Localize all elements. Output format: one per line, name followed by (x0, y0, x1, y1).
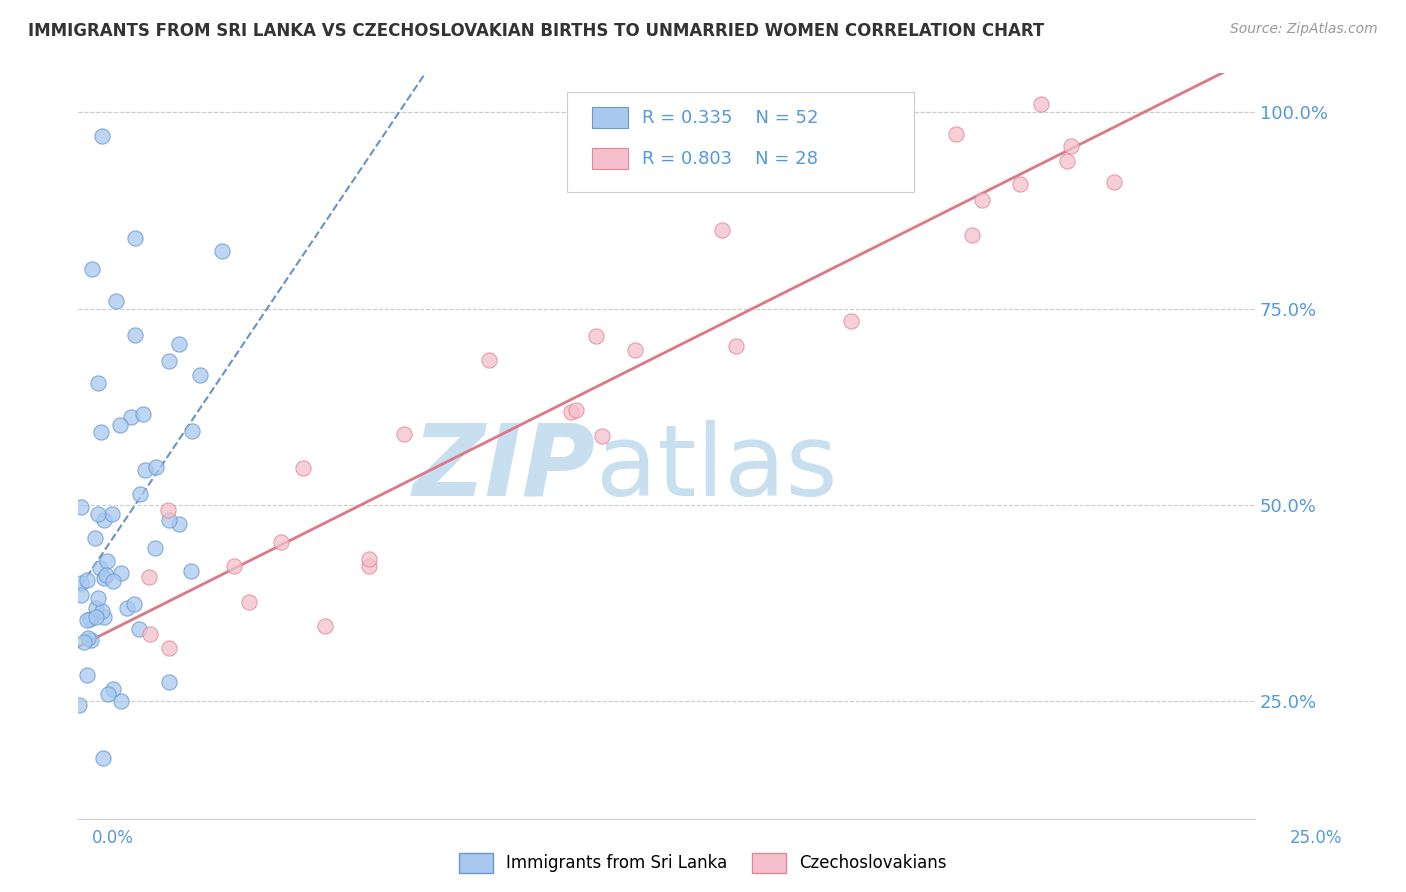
Point (1060, 139, 1083, 153)
Point (190, 368, 212, 383)
Point (291, 461, 314, 475)
Point (128, 486, 150, 500)
FancyBboxPatch shape (592, 107, 627, 128)
Point (157, 513, 180, 527)
Text: R = 0.803    N = 28: R = 0.803 N = 28 (643, 150, 818, 168)
Point (84, 610, 107, 624)
Point (86, 591, 108, 605)
Point (180, 564, 202, 578)
Legend: Immigrants from Sri Lanka, Czechoslovakians: Immigrants from Sri Lanka, Czechoslovaki… (453, 847, 953, 880)
Point (724, 339, 747, 353)
Point (87, 507, 110, 521)
Point (156, 502, 179, 516)
Point (89, 561, 111, 575)
Point (970, 193, 993, 207)
Point (80, 633, 103, 648)
Text: atlas: atlas (596, 420, 838, 516)
Point (101, 507, 124, 521)
Point (67, 698, 90, 713)
Point (87, 376, 110, 391)
Point (82, 262, 104, 277)
Point (1008, 177, 1031, 191)
Point (585, 329, 607, 343)
Point (108, 418, 131, 433)
Text: ZIP: ZIP (413, 420, 596, 516)
Point (1029, 97, 1052, 112)
Point (90, 425, 112, 440)
Point (76, 668, 98, 682)
Point (167, 337, 190, 351)
Y-axis label: Births to Unmarried Women: Births to Unmarried Women (0, 330, 8, 562)
Point (565, 403, 588, 417)
Point (238, 595, 260, 609)
Point (945, 127, 967, 141)
Point (93, 610, 115, 624)
Point (97, 687, 120, 701)
Point (77, 631, 100, 645)
Point (392, 427, 415, 442)
FancyBboxPatch shape (567, 92, 914, 193)
Point (91, 750, 114, 764)
FancyBboxPatch shape (592, 148, 627, 169)
Point (134, 463, 156, 477)
Point (76, 613, 98, 627)
Point (1056, 154, 1078, 169)
Point (124, 327, 146, 342)
Point (96, 568, 118, 582)
Point (69, 500, 91, 514)
Point (143, 541, 166, 556)
Point (96, 554, 118, 568)
Point (478, 352, 501, 367)
Point (128, 622, 150, 636)
Point (70, 575, 93, 590)
Point (120, 410, 142, 425)
Point (145, 460, 167, 475)
Point (560, 405, 582, 419)
Point (124, 597, 146, 611)
Point (359, 558, 381, 573)
Point (157, 640, 180, 655)
Point (211, 244, 233, 258)
Point (624, 343, 647, 358)
Point (591, 429, 613, 443)
Point (222, 559, 245, 574)
Point (270, 535, 292, 549)
Point (86, 600, 108, 615)
Point (314, 619, 336, 633)
Point (359, 552, 381, 566)
Point (157, 354, 180, 368)
Point (839, 314, 862, 328)
Point (138, 569, 160, 583)
Point (139, 626, 162, 640)
Point (157, 674, 180, 689)
Point (181, 425, 204, 439)
Point (93, 512, 115, 526)
Point (124, 231, 146, 245)
Point (101, 681, 124, 696)
Point (167, 517, 190, 532)
Point (1102, 175, 1125, 189)
Text: 25.0%: 25.0% (1291, 829, 1343, 847)
Point (104, 293, 127, 308)
Point (76, 573, 98, 587)
Text: R = 0.335    N = 52: R = 0.335 N = 52 (643, 109, 818, 127)
Point (90, 128, 112, 143)
Point (115, 600, 138, 615)
Point (962, 228, 984, 243)
Point (110, 566, 132, 580)
Point (79, 612, 101, 626)
Point (101, 574, 124, 589)
Point (91, 604, 114, 618)
Point (93, 571, 115, 585)
Point (84, 531, 107, 545)
Point (132, 407, 155, 421)
Text: Source: ZipAtlas.com: Source: ZipAtlas.com (1230, 22, 1378, 37)
Point (711, 223, 734, 237)
Point (110, 694, 132, 708)
Text: IMMIGRANTS FROM SRI LANKA VS CZECHOSLOVAKIAN BIRTHS TO UNMARRIED WOMEN CORRELATI: IMMIGRANTS FROM SRI LANKA VS CZECHOSLOVA… (28, 22, 1045, 40)
Text: 0.0%: 0.0% (91, 829, 134, 847)
Point (72, 635, 94, 649)
Point (70, 588, 93, 602)
